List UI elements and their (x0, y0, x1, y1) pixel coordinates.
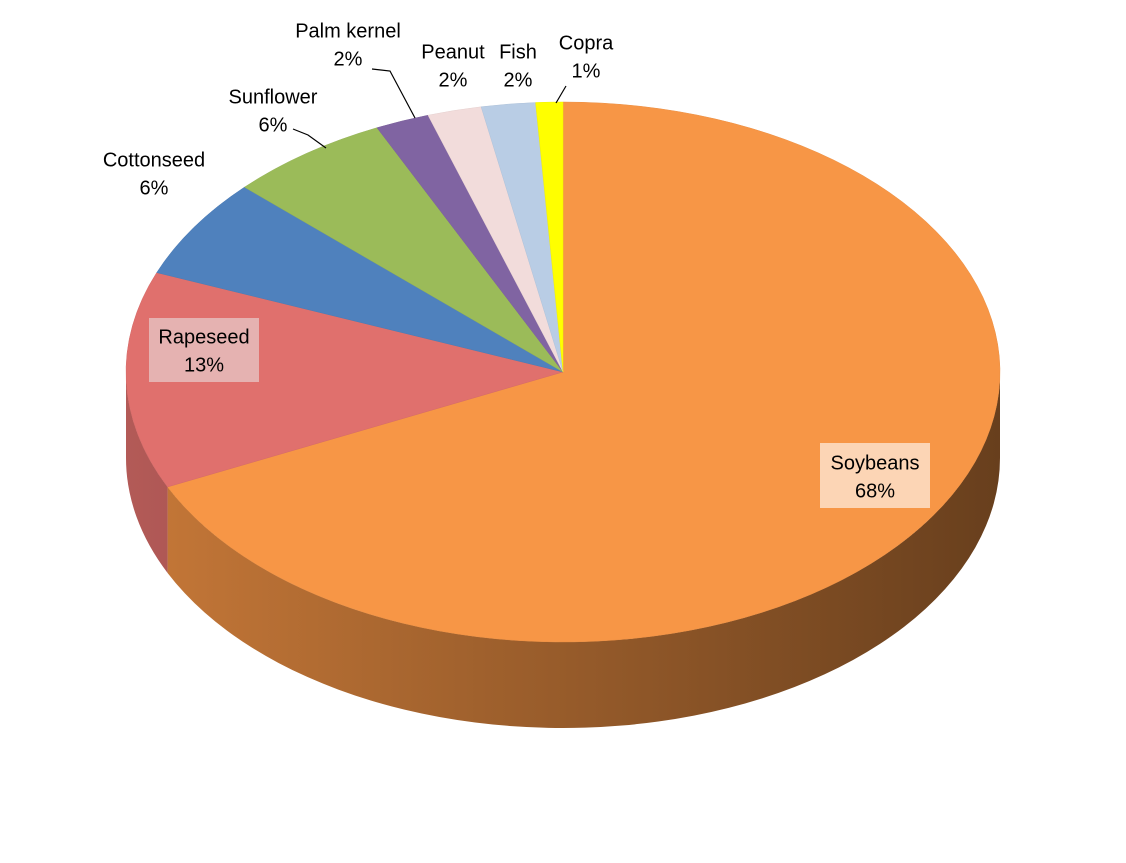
label-box (149, 318, 259, 382)
value-label: 2% (439, 69, 468, 91)
value-label: 2% (504, 69, 533, 91)
value-label: 68% (855, 480, 895, 502)
label-box (820, 443, 930, 508)
leader-line (555, 85, 567, 104)
pie-sides (126, 372, 1000, 728)
value-label: 2% (334, 48, 363, 70)
value-label: 13% (184, 354, 224, 376)
category-label: Rapeseed (158, 326, 249, 348)
category-label: Palm kernel (295, 20, 401, 42)
slice (156, 186, 564, 373)
category-label: Fish (499, 41, 537, 63)
leader-line (292, 128, 327, 149)
category-label: Peanut (421, 41, 485, 63)
slice (535, 101, 564, 373)
value-label: 6% (259, 114, 288, 136)
category-label: Copra (559, 32, 614, 54)
leader-line (371, 68, 416, 119)
pie-tops (125, 101, 1001, 643)
category-label: Cottonseed (103, 149, 205, 171)
slice (167, 101, 1001, 643)
slice-side (126, 372, 168, 573)
category-label: Sunflower (229, 86, 318, 108)
data-labels: Soybeans 68% Rapeseed 13% Cottonseed 6% Sunflo… (103, 20, 920, 502)
slice (243, 127, 564, 373)
category-label: Soybeans (831, 452, 920, 474)
slice-side (167, 372, 1000, 728)
value-label: 1% (572, 60, 601, 82)
value-label: 6% (140, 177, 169, 199)
leader-lines (292, 68, 567, 149)
